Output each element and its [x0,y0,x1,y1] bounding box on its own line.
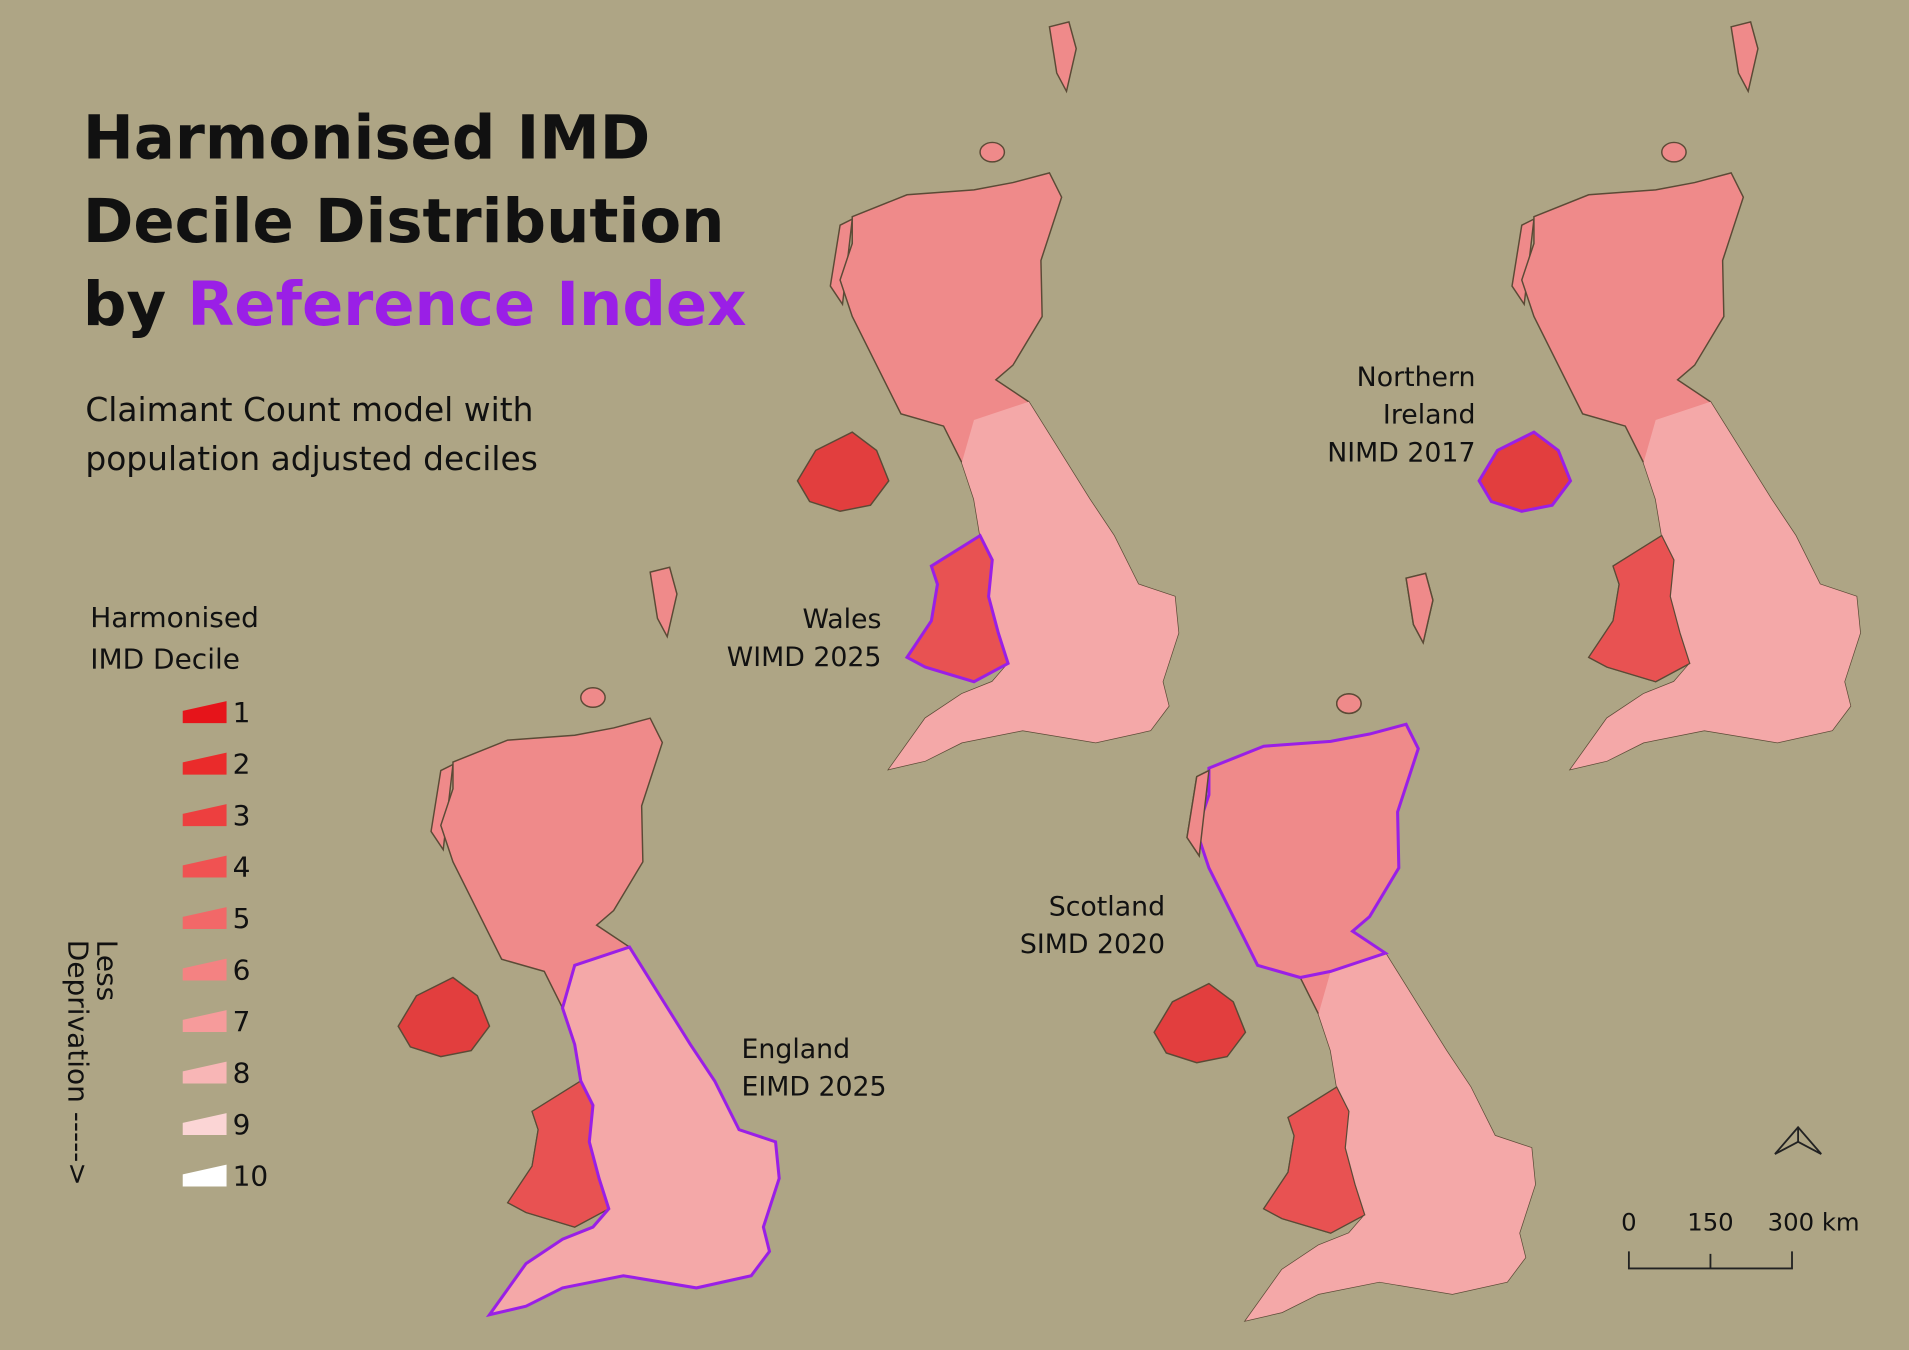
map-northern-ireland [1477,22,1860,769]
legend-swatch [182,804,227,827]
legend-swatch [182,1010,227,1033]
legend-label: 3 [233,799,251,832]
legend-title: Harmonised [90,601,259,634]
legend-swatch [182,752,227,775]
scale-label: 0 [1621,1208,1636,1237]
title-line: Harmonised IMD [83,103,650,173]
legend-swatch [182,1164,227,1187]
map-label: Wales [802,604,881,635]
legend-swatch [182,855,227,878]
title-prefix: by [83,270,166,340]
label-england: England EIMD 2025 [741,1034,886,1103]
map-label: EIMD 2025 [741,1072,886,1103]
map-label: SIMD 2020 [1020,929,1165,960]
title-highlight: Reference Index [187,270,746,340]
subtitle: population adjusted deciles [85,439,538,478]
title-line: by Reference Index [83,270,747,340]
legend-note-line: Deprivation -----> [61,940,94,1186]
map-scotland [1154,572,1535,1320]
scale-label: 150 [1687,1208,1733,1237]
north-arrow [1774,1125,1822,1155]
legend-label: 10 [233,1159,269,1192]
legend: 1 2 3 4 5 6 7 8 9 10 [182,696,269,1192]
legend-label: 4 [233,850,251,883]
map-label: NIMD 2017 [1327,437,1475,468]
legend-label: 1 [233,696,251,729]
map-label: WIMD 2025 [727,642,882,673]
legend-label: 7 [233,1005,251,1038]
legend-label: 2 [233,747,251,780]
legend-swatch [182,1061,227,1084]
title-line: Decile Distribution [83,187,725,257]
legend-swatch [182,1113,227,1136]
legend-label: 6 [233,953,251,986]
label-wales: Wales WIMD 2025 [727,604,882,673]
label-scotland: Scotland SIMD 2020 [1020,891,1165,960]
legend-swatch [182,958,227,981]
legend-label: 5 [233,902,251,935]
legend-note: LessDeprivation -----> [61,940,123,1186]
map-england [398,567,781,1317]
scale-label: 300 km [1768,1208,1860,1237]
map-label: England [741,1034,850,1065]
legend-note-line: Less [91,940,124,1001]
legend-swatch [182,701,227,724]
map-label: Northern [1357,362,1476,393]
map-label: Ireland [1383,400,1476,431]
legend-title: IMD Decile [90,642,240,675]
scale-labels: 0 150 300 km [1621,1208,1859,1237]
map-label: Scotland [1049,891,1165,922]
legend-swatch [182,907,227,930]
scale-bar [1627,1251,1793,1270]
subtitle: Claimant Count model with [85,390,533,429]
legend-label: 8 [233,1056,251,1089]
label-ni: Northern Ireland NIMD 2017 [1327,362,1475,468]
legend-label: 9 [233,1108,251,1141]
